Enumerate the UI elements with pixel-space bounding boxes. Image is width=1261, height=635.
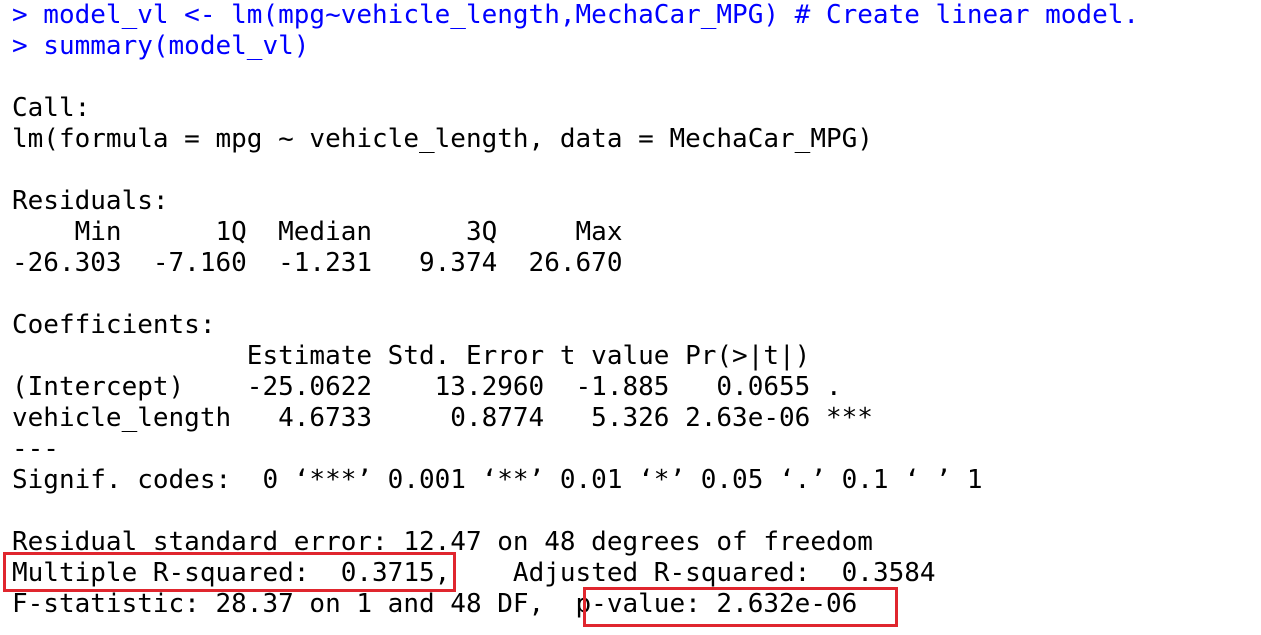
highlight-box-multiple-r-squared	[3, 552, 456, 592]
command-lm: > model_vl <- lm(mpg~vehicle_length,Mech…	[12, 0, 1140, 30]
residuals-header: Residuals:	[12, 186, 169, 216]
coefficients-header: Coefficients:	[12, 310, 216, 340]
f-statistic: F-statistic: 28.37 on 1 and 48 DF,	[12, 589, 576, 619]
p-value: p-value: 2.632e-06	[575, 589, 858, 619]
signif-codes: Signif. codes: 0 ‘***’ 0.001 ‘**’ 0.01 ‘…	[12, 465, 983, 495]
r-squared-line: Multiple R-squared: 0.3715, Adjusted R-s…	[12, 558, 951, 589]
r-squared-separator: ,	[434, 558, 513, 588]
call-header: Call:	[12, 93, 91, 123]
call-formula: lm(formula = mpg ~ vehicle_length, data …	[12, 124, 873, 154]
f-statistic-line: F-statistic: 28.37 on 1 and 48 DF, p-val…	[12, 589, 857, 620]
r-console: > model_vl <- lm(mpg~vehicle_length,Mech…	[12, 0, 1252, 635]
residuals-labels: Min 1Q Median 3Q Max	[12, 217, 639, 247]
residuals-values: -26.303 -7.160 -1.231 9.374 26.670	[12, 248, 639, 278]
adjusted-r-squared: Adjusted R-squared: 0.3584	[512, 558, 952, 588]
divider: ---	[12, 434, 59, 464]
coefficients-row-intercept: (Intercept) -25.0622 13.2960 -1.885 0.06…	[12, 372, 873, 402]
coefficients-column-header: Estimate Std. Error t value Pr(>|t|)	[12, 341, 873, 371]
residual-standard-error: Residual standard error: 12.47 on 48 deg…	[12, 527, 873, 557]
command-summary: > summary(model_vl)	[12, 31, 310, 61]
coefficients-row-vehicle-length: vehicle_length 4.6733 0.8774 5.326 2.63e…	[12, 403, 873, 433]
multiple-r-squared: Multiple R-squared: 0.3715	[12, 558, 435, 588]
highlight-box-p-value	[583, 587, 898, 627]
